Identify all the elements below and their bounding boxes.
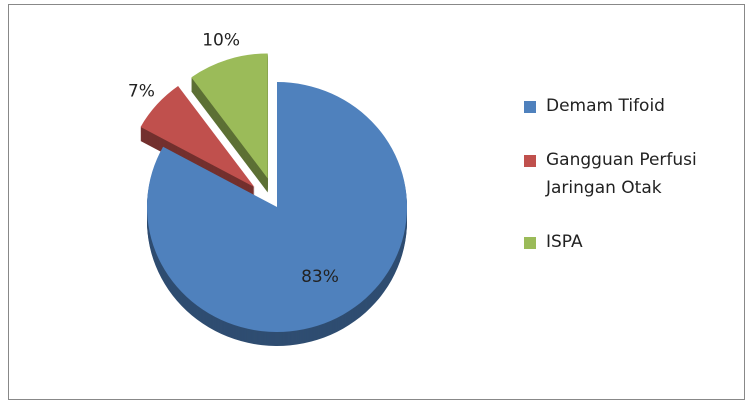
legend: Demam Tifoid Gangguan Perfusi Jaringan Ot… [524,92,744,282]
legend-label: ISPA [546,232,583,252]
slice [146,82,407,332]
data-label: 7% [128,81,155,101]
chart-border [8,4,745,400]
legend-swatch [524,237,536,249]
legend-label: Demam Tifoid [546,96,665,116]
legend-label: Gangguan Perfusi Jaringan Otak [546,150,697,198]
pie [140,53,407,346]
data-label: 83% [301,267,339,287]
legend-item: Demam Tifoid [524,92,746,120]
legend-swatch [524,101,536,113]
data-label: 10% [202,31,240,51]
slice [140,86,255,188]
legend-item: ISPA [524,228,746,256]
slice [191,53,268,179]
legend-swatch [524,155,536,167]
legend-item: Gangguan Perfusi Jaringan Otak [524,146,746,202]
